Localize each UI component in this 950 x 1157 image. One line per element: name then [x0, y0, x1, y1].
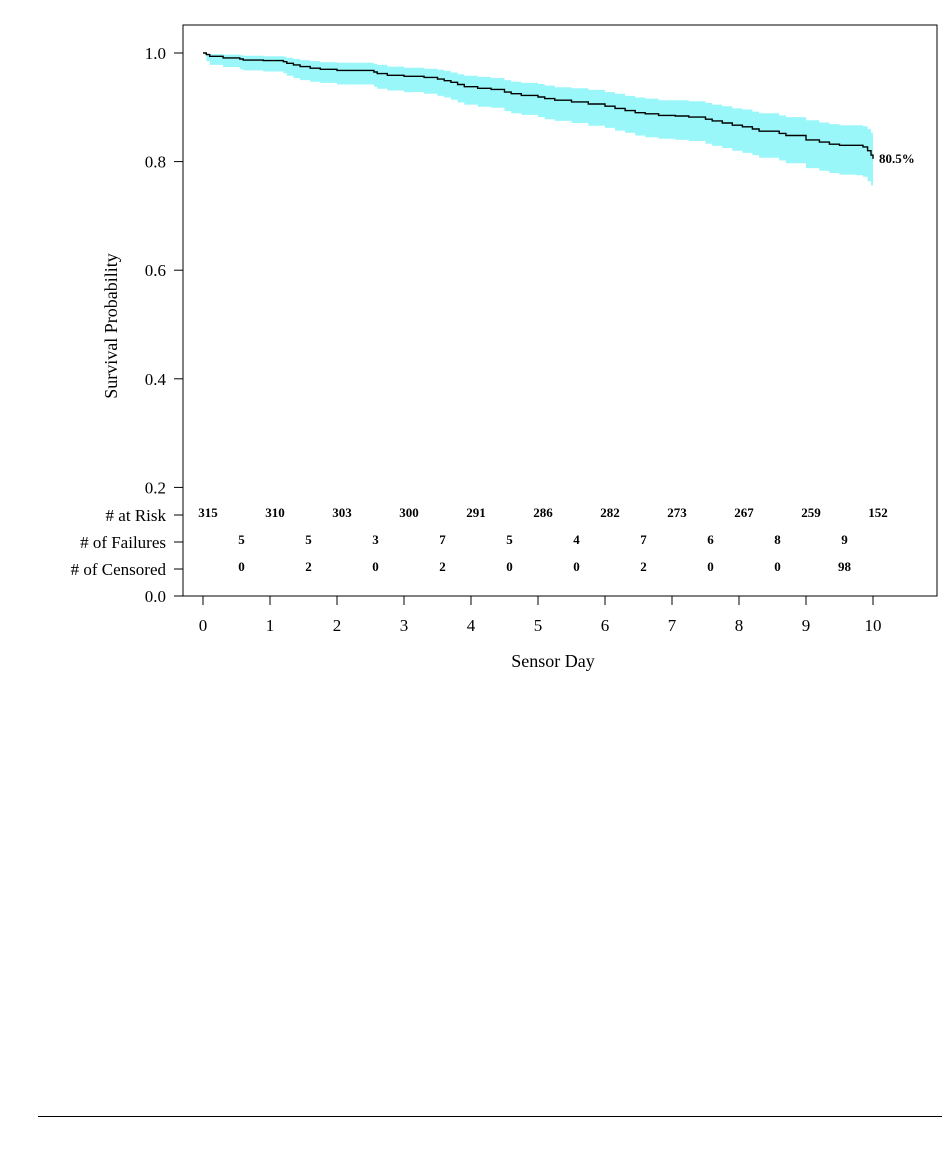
risk-table-value: 9 — [841, 532, 848, 547]
y-tick-label: 0.0 — [145, 587, 166, 606]
x-tick-label: 9 — [802, 616, 811, 635]
y-tick-label: 0.8 — [145, 153, 166, 172]
bottom-divider — [38, 1116, 942, 1117]
risk-table-value: 267 — [734, 505, 754, 520]
risk-table-value: 2 — [439, 559, 446, 574]
risk-table-value: 0 — [707, 559, 714, 574]
risk-row-label: # of Censored — [71, 560, 167, 579]
risk-table-value: 286 — [533, 505, 553, 520]
risk-table-value: 273 — [667, 505, 687, 520]
risk-row-label: # at Risk — [106, 506, 167, 525]
risk-table-value: 5 — [506, 532, 513, 547]
y-tick-label: 0.4 — [145, 370, 167, 389]
survival-curve-layer — [203, 52, 874, 159]
risk-row-label: # of Failures — [80, 533, 166, 552]
x-tick-label: 6 — [601, 616, 610, 635]
x-axis: 0 1 2 3 4 5 6 7 8 9 10 — [199, 596, 882, 635]
risk-table-value: 5 — [305, 532, 312, 547]
y-tick-label: 0.6 — [145, 261, 166, 280]
risk-table-value: 2 — [305, 559, 312, 574]
x-tick-label: 1 — [266, 616, 275, 635]
x-tick-label: 8 — [735, 616, 744, 635]
risk-table-value: 282 — [600, 505, 620, 520]
y-tick-label: 0.2 — [145, 478, 166, 497]
risk-table-value: 5 — [238, 532, 245, 547]
risk-table-value: 7 — [439, 532, 446, 547]
x-tick-label: 3 — [400, 616, 409, 635]
risk-table-value: 6 — [707, 532, 714, 547]
risk-table-value: 291 — [466, 505, 486, 520]
risk-table-value: 2 — [640, 559, 647, 574]
x-tick-label: 5 — [534, 616, 543, 635]
x-tick-label: 7 — [668, 616, 677, 635]
risk-table-value: 310 — [265, 505, 285, 520]
x-tick-label: 10 — [865, 616, 882, 635]
risk-table-value: 0 — [573, 559, 580, 574]
y-axis: 0.0 0.2 0.4 0.6 0.8 1.0 — [145, 44, 183, 606]
x-tick-label: 4 — [467, 616, 476, 635]
risk-table-value: 0 — [238, 559, 245, 574]
x-tick-label: 2 — [333, 616, 342, 635]
risk-table-value: 300 — [399, 505, 419, 520]
risk-table-value: 259 — [801, 505, 821, 520]
risk-table-value: 98 — [838, 559, 852, 574]
risk-table-value: 152 — [868, 505, 888, 520]
risk-table-value: 0 — [774, 559, 781, 574]
risk-table-value: 315 — [198, 505, 218, 520]
y-axis-title: Survival Probability — [101, 253, 121, 399]
risk-table-value: 7 — [640, 532, 647, 547]
survival-curve — [203, 52, 874, 159]
risk-table-value: 0 — [372, 559, 379, 574]
risk-table-value: 4 — [573, 532, 580, 547]
risk-table-value: 8 — [774, 532, 781, 547]
y-tick-label: 1.0 — [145, 44, 166, 63]
x-axis-title: Sensor Day — [511, 651, 595, 671]
confidence-band — [203, 53, 873, 190]
risk-table-value: 0 — [506, 559, 513, 574]
risk-table-value: 303 — [332, 505, 352, 520]
plot-frame — [182, 24, 938, 597]
risk-table: # at Risk 315 310 303 300 291 286 282 273 267 259 1… — [71, 505, 888, 579]
confidence-band-layer — [203, 53, 873, 190]
end-label: 80.5% — [879, 151, 915, 166]
risk-table-value: 3 — [372, 532, 379, 547]
x-tick-label: 0 — [199, 616, 208, 635]
